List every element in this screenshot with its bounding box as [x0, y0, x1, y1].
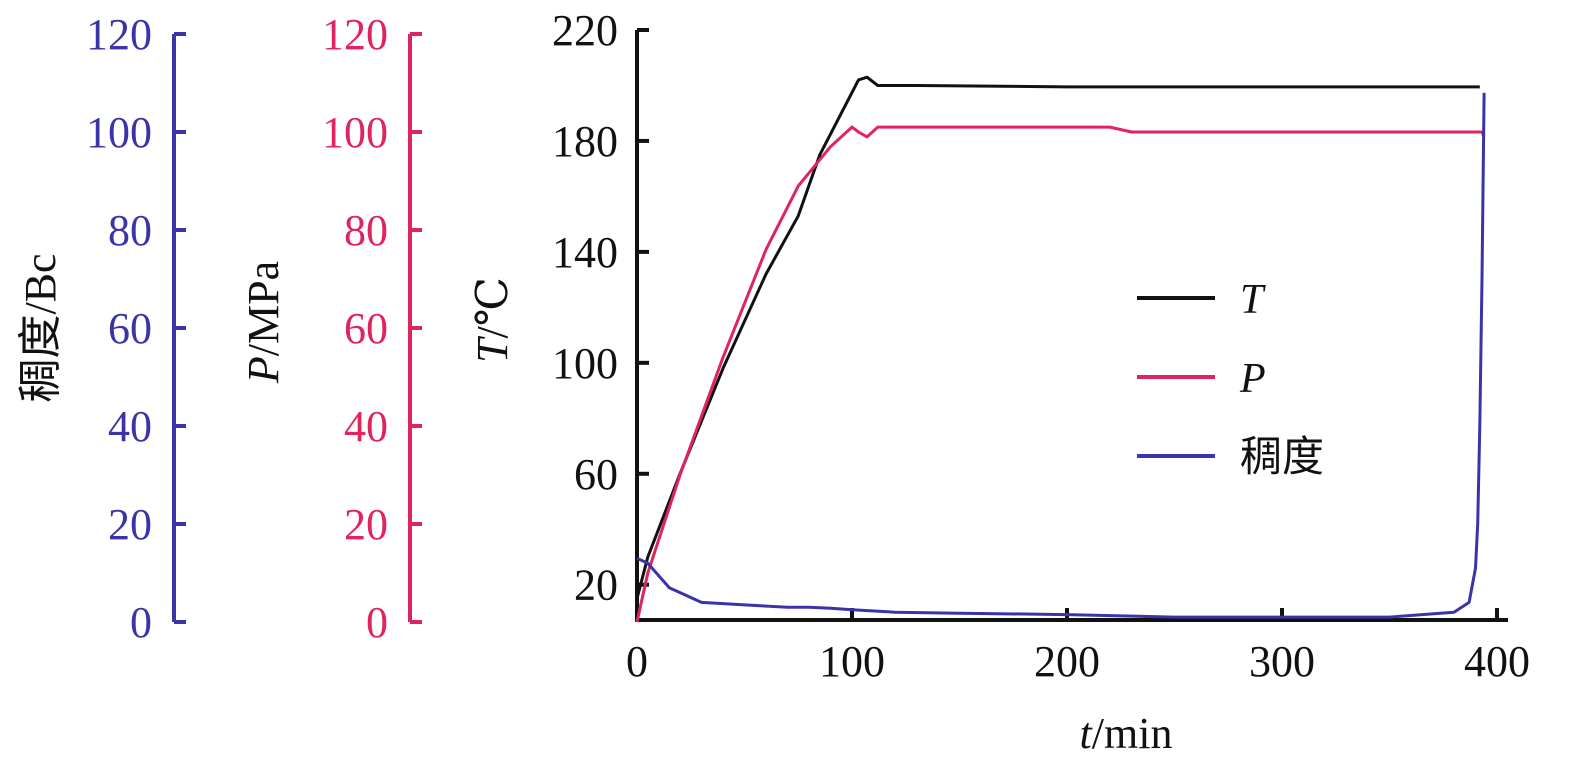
pressure-axis: 0 20 40 60 80 100 120 P/MPa [239, 10, 422, 647]
temperature-axis-var: T [468, 335, 517, 363]
time-axis-tick-label: 300 [1249, 637, 1315, 686]
temperature-axis: 20 60 100 140 180 220 T/℃ [468, 6, 649, 622]
time-axis-title: t/min [1080, 709, 1173, 758]
pressure-axis-tick-label: 80 [344, 206, 388, 255]
legend-label-p: P [1239, 356, 1266, 402]
legend-label-t: T [1240, 277, 1266, 323]
consistency-axis-tick-label: 40 [108, 402, 152, 451]
legend-label-consistency: 稠度 [1240, 435, 1324, 481]
pressure-axis-tick-label: 60 [344, 304, 388, 353]
temperature-axis-tick-label: 220 [552, 6, 618, 55]
time-axis-tick-label: 100 [819, 637, 885, 686]
temperature-axis-unit: /℃ [468, 277, 517, 338]
temperature-axis-tick-label: 180 [552, 117, 618, 166]
time-axis: 0 100 200 300 400 t/min [626, 608, 1530, 758]
time-axis-unit: /min [1092, 709, 1173, 758]
pressure-axis-title: P/MPa [239, 261, 288, 384]
time-axis-var: t [1080, 709, 1094, 758]
pressure-axis-unit: /MPa [239, 261, 288, 356]
series-line-t [635, 75, 1480, 599]
temperature-axis-tick-label: 20 [574, 561, 618, 610]
pressure-axis-tick-label: 20 [344, 500, 388, 549]
pressure-axis-tick-label: 100 [322, 108, 388, 157]
temperature-axis-tick-label: 100 [552, 339, 618, 388]
series-layer [635, 75, 1486, 623]
pressure-axis-tick-label: 120 [322, 10, 388, 59]
time-axis-tick-label: 200 [1034, 637, 1100, 686]
pressure-axis-tick-label: 40 [344, 402, 388, 451]
consistency-axis-tick-label: 0 [130, 598, 152, 647]
consistency-axis-tick-label: 100 [86, 108, 152, 157]
pressure-axis-tick-label: 0 [366, 598, 388, 647]
time-axis-tick-label: 0 [626, 637, 648, 686]
consistency-axis: 0 20 40 60 80 100 120 稠度/Bc [16, 10, 186, 647]
time-axis-tick-label: 400 [1464, 637, 1530, 686]
temperature-axis-title: T/℃ [468, 277, 517, 363]
consistency-axis-tick-label: 80 [108, 206, 152, 255]
series-line-consistency [636, 92, 1486, 619]
temperature-axis-tick-label: 140 [552, 228, 618, 277]
temperature-axis-tick-label: 60 [574, 450, 618, 499]
legend: T P 稠度 [1137, 277, 1324, 481]
series-line-p [635, 125, 1486, 623]
consistency-axis-tick-label: 120 [86, 10, 152, 59]
pressure-axis-var: P [239, 356, 288, 384]
consistency-axis-tick-label: 20 [108, 500, 152, 549]
consistency-axis-title: 稠度/Bc [16, 253, 65, 402]
consistency-axis-tick-label: 60 [108, 304, 152, 353]
